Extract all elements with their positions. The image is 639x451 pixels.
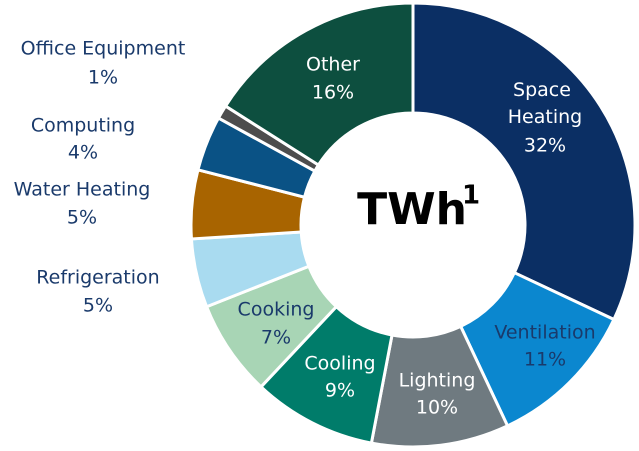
value-label: 1% (88, 67, 118, 89)
category-label: Lighting (399, 370, 476, 392)
category-label: Cooking (238, 299, 315, 321)
value-label: 9% (325, 380, 355, 402)
category-label: Other (306, 54, 360, 76)
value-label: 5% (83, 295, 113, 317)
category-label: Cooling (304, 353, 375, 375)
value-label: 7% (261, 327, 291, 349)
value-label: 16% (312, 82, 354, 104)
value-label: 5% (67, 207, 97, 229)
category-label: Office Equipment (21, 38, 186, 60)
category-label: Water Heating (14, 179, 151, 201)
category-label: Ventilation (494, 322, 595, 344)
category-label: Space Heating (508, 79, 582, 128)
category-label: Computing (31, 115, 135, 137)
value-label: 4% (68, 142, 98, 164)
center-label-sup: 1 (462, 181, 480, 211)
value-label: 11% (524, 349, 566, 371)
center-label: TWh (357, 184, 467, 235)
value-label: 10% (416, 397, 458, 419)
slice (223, 1, 415, 168)
value-label: 32% (524, 135, 566, 157)
category-label: Refrigeration (36, 267, 159, 289)
slice (411, 1, 637, 322)
